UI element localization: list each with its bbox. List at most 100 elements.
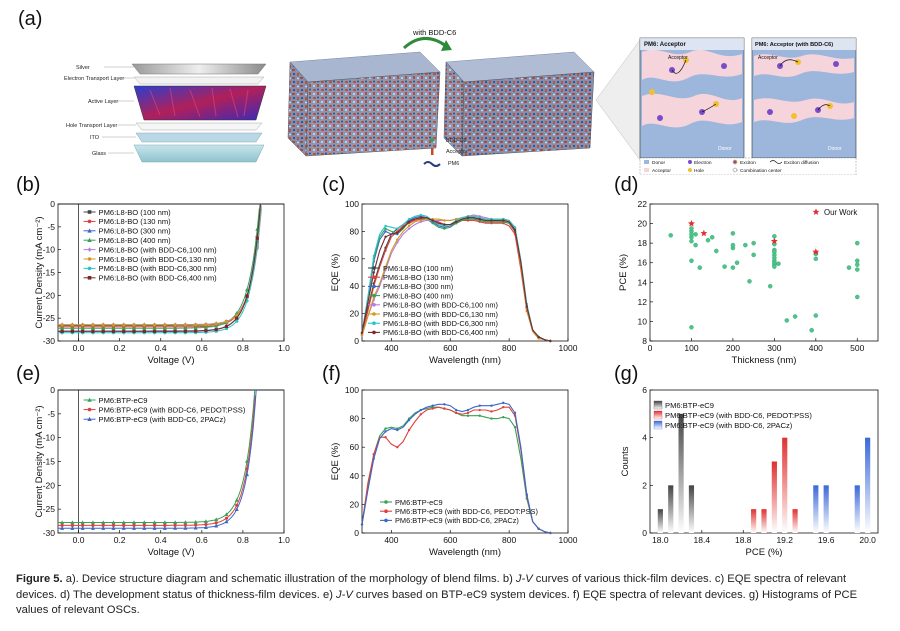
- histogram-bar: [771, 461, 777, 533]
- legend-marker: [372, 312, 376, 316]
- legend-label: PM6:L8-BO (with BDD-C6,130 nm): [383, 310, 498, 319]
- chart-e-jv: 0.0 0.2 0.4 0.6 0.8 1.0 0 -5 -10 -15 -20 -25 -30 Volt…: [34, 385, 290, 558]
- data-point: [194, 523, 198, 527]
- data-point: [183, 329, 187, 333]
- x-tick-label: 0.2: [114, 343, 126, 353]
- data-point: [549, 531, 552, 535]
- legend-label: PM6:L8-BO (with BDD-C6,400 nm): [99, 274, 218, 283]
- data-point: [490, 417, 493, 420]
- y-tick-label: 80: [350, 226, 360, 236]
- data-point: [502, 415, 505, 419]
- y-tick-label: -10: [43, 245, 56, 255]
- schematic-region-label: Acceptor: [668, 55, 688, 61]
- data-point: [478, 404, 481, 407]
- data-point: [60, 326, 65, 330]
- data-point: [689, 258, 694, 264]
- data-point: [419, 219, 423, 222]
- y-tick-label: -25: [43, 504, 56, 514]
- data-point: [490, 410, 493, 413]
- data-point: [142, 329, 146, 334]
- data-point: [111, 526, 116, 530]
- data-point: [87, 266, 92, 271]
- etl-layer: [133, 76, 265, 85]
- our-work-point: [700, 229, 708, 237]
- data-point: [111, 523, 116, 527]
- data-point: [513, 226, 517, 229]
- our-work-point: [688, 220, 695, 227]
- data-point: [466, 411, 470, 415]
- data-point: [87, 228, 92, 233]
- data-point: [101, 523, 105, 527]
- legend-label: Our Work: [824, 208, 857, 217]
- acceptor-rod-icon: [431, 148, 434, 155]
- legend-marker: [384, 518, 388, 523]
- data-point: [87, 219, 92, 224]
- data-point: [407, 224, 411, 228]
- data-point: [183, 520, 188, 524]
- schematic-region-label: Donor: [828, 146, 842, 152]
- schematic-region-label: Donor: [718, 146, 732, 152]
- data-point: [478, 217, 481, 221]
- legend-label: PM6:BTP-eC9: [665, 401, 714, 410]
- data-point: [384, 227, 387, 230]
- data-point: [396, 227, 399, 230]
- data-point: [122, 523, 126, 527]
- x-tick-label: 0: [648, 343, 653, 353]
- data-point: [122, 329, 126, 334]
- y-tick-label: 14: [638, 277, 648, 287]
- data-point: [697, 265, 702, 270]
- data-point: [813, 313, 819, 318]
- data-point: [705, 237, 711, 243]
- x-tick-label: 0.0: [73, 343, 85, 353]
- hole-icon: [688, 168, 692, 172]
- data-point: [431, 221, 434, 225]
- data-point: [142, 520, 147, 525]
- data-point: [525, 493, 528, 496]
- data-point: [490, 219, 493, 222]
- data-point: [235, 319, 239, 323]
- data-point: [214, 327, 218, 332]
- data-point: [372, 254, 375, 258]
- x-axis-label: Thickness (nm): [732, 355, 797, 366]
- legend-star-icon: [812, 208, 820, 215]
- data-point: [70, 526, 75, 530]
- y-tick-label: 0: [642, 528, 647, 538]
- data-point: [203, 325, 208, 329]
- histogram-bar: [688, 485, 695, 533]
- y-tick-label: 0: [354, 336, 359, 346]
- data-point: [101, 329, 105, 334]
- schematic-legend-label: Hole: [694, 168, 704, 174]
- data-point: [80, 526, 85, 530]
- active-layer: [133, 85, 267, 121]
- panel-label-e: (e): [16, 363, 41, 385]
- data-point: [767, 283, 773, 289]
- data-point: [693, 232, 698, 237]
- data-point: [224, 519, 229, 524]
- x-axis-label: PCE (%): [746, 547, 783, 558]
- data-point: [87, 416, 92, 421]
- x-tick-label: 18.8: [735, 535, 752, 545]
- data-point: [443, 227, 446, 230]
- series-1: [58, 395, 256, 527]
- data-point: [87, 237, 92, 242]
- legend-marker: [384, 500, 388, 504]
- data-point: [668, 233, 673, 238]
- legend-swatch: [653, 420, 663, 430]
- y-tick-label: -20: [43, 290, 56, 300]
- histogram-bar: [668, 485, 674, 533]
- data-point: [70, 326, 75, 330]
- legend-marker: [372, 321, 376, 325]
- layer-label: Silver: [76, 65, 90, 71]
- data-point: [60, 329, 64, 334]
- data-point: [173, 323, 177, 327]
- data-point: [132, 323, 136, 327]
- schematic-legend-label: Electron: [694, 160, 712, 166]
- data-point: [734, 260, 740, 265]
- data-point: [214, 323, 219, 328]
- data-point: [454, 411, 458, 415]
- glass-layer: [133, 144, 265, 163]
- data-point: [60, 520, 65, 525]
- data-point: [431, 404, 434, 407]
- data-point: [689, 325, 694, 330]
- data-point: [502, 401, 505, 405]
